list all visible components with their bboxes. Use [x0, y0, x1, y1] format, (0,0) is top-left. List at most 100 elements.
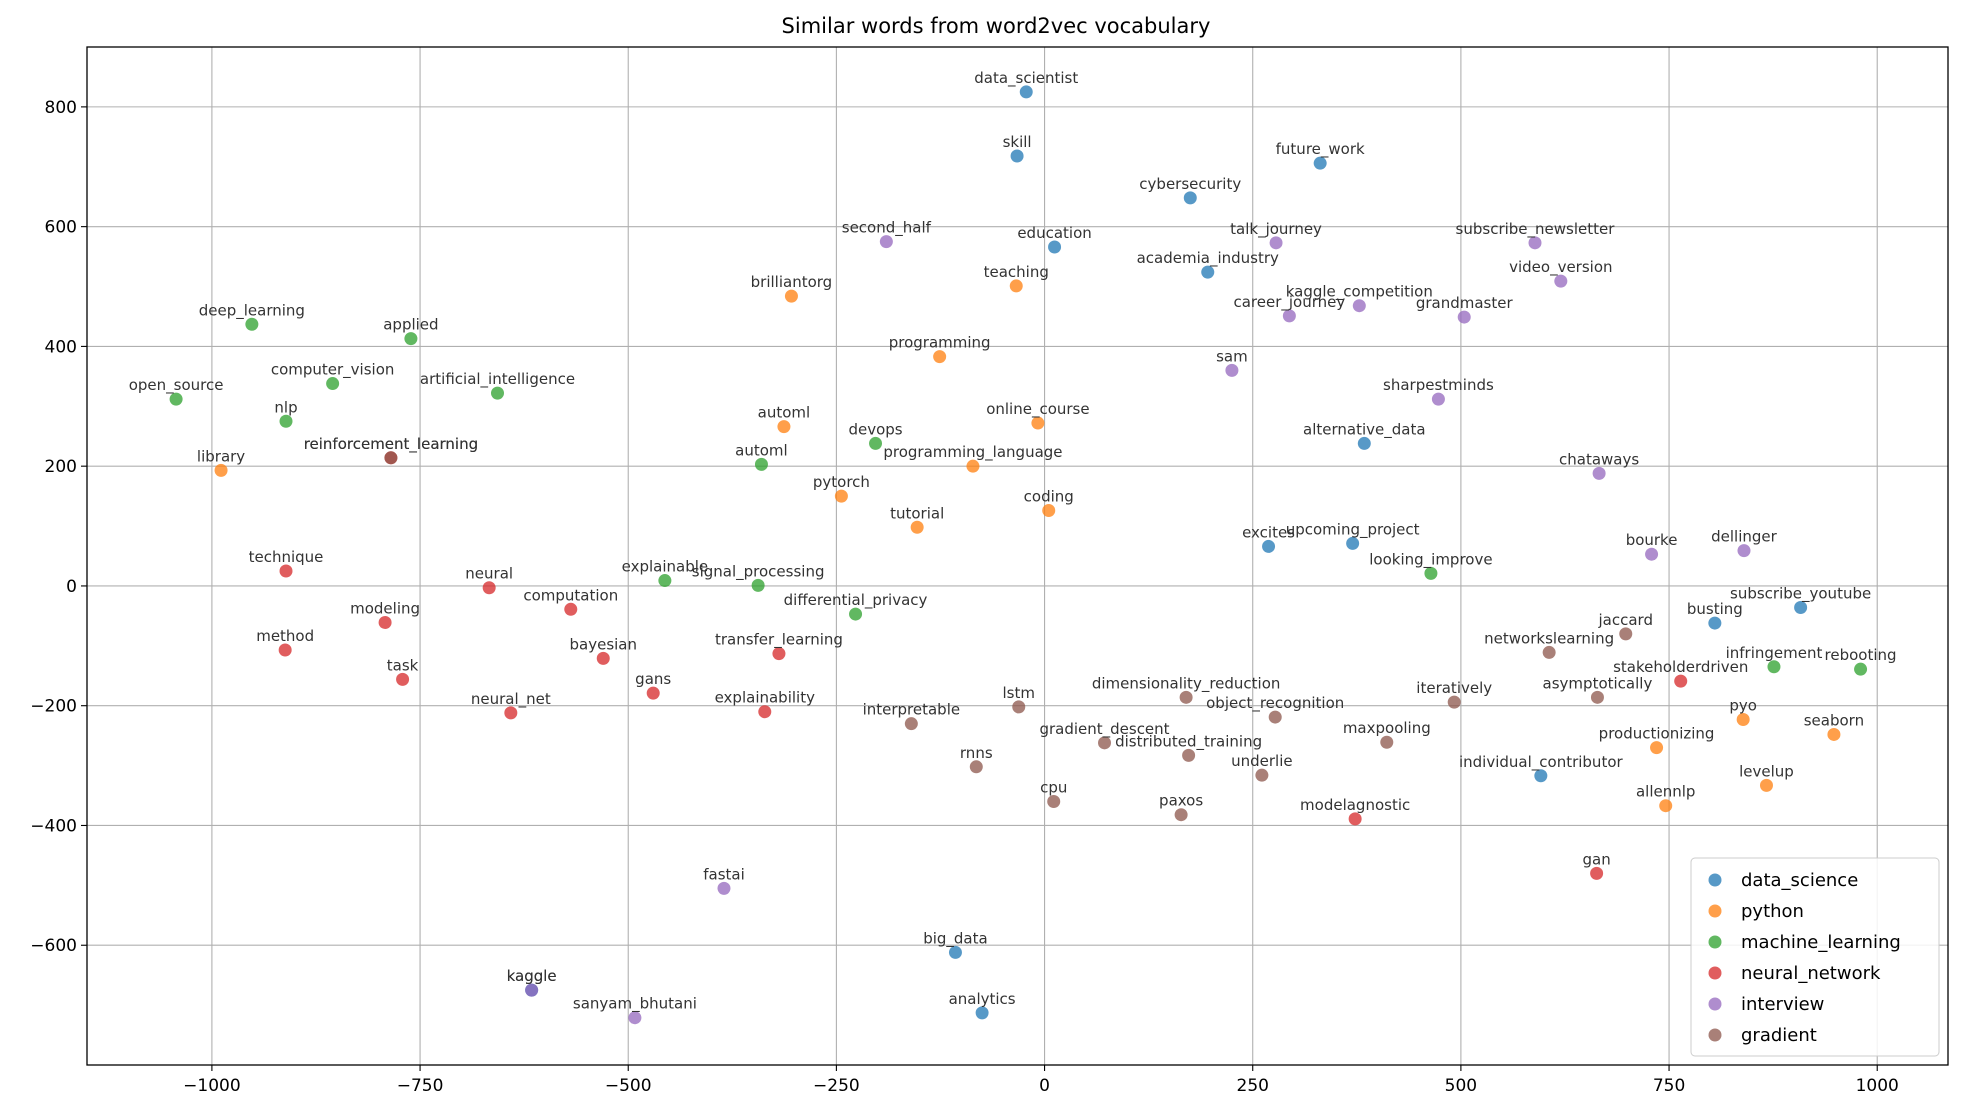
point-label: dellinger	[1711, 528, 1778, 546]
scatter-point-machine_learning	[404, 332, 418, 346]
scatter-point-machine_learning	[1767, 660, 1781, 674]
point-label: sanyam_bhutani	[573, 995, 697, 1014]
point-label: alternative_data	[1303, 420, 1426, 439]
scatter-point-neural_network	[564, 602, 578, 616]
point-label: sharpestminds	[1383, 376, 1494, 394]
scatter-point-python	[933, 350, 947, 364]
point-label: cpu	[1040, 779, 1067, 797]
point-label: technique	[249, 548, 324, 566]
scatter-point-gradient	[1182, 748, 1196, 762]
point-label: talk_journey	[1230, 220, 1322, 239]
point-label: kaggle	[507, 967, 557, 985]
point-label: rnns	[960, 744, 993, 762]
point-label: subscribe_youtube	[1730, 584, 1871, 603]
scatter-point-python	[214, 463, 228, 477]
point-label: interpretable	[863, 701, 961, 719]
point-label: task	[387, 656, 419, 674]
x-tick-label: −500	[605, 1076, 652, 1096]
legend-marker	[1708, 997, 1722, 1011]
point-label: artificial_intelligence	[420, 370, 575, 389]
point-label: brilliantorg	[751, 273, 833, 291]
legend-label: python	[1741, 901, 1804, 922]
point-label: skill	[1003, 133, 1032, 151]
grid	[87, 47, 1948, 1065]
scatter-point-gradient	[1380, 735, 1394, 749]
point-label: paxos	[1159, 792, 1203, 810]
point-label: library	[197, 447, 245, 465]
scatter-point-neural_network	[504, 706, 518, 720]
point-label: big_data	[923, 929, 988, 948]
point-label: lstm	[1003, 684, 1035, 702]
scatter-point-data_science	[948, 945, 962, 959]
scatter-point-interview	[1431, 392, 1445, 406]
point-label: bourke	[1626, 531, 1678, 549]
scatter-point-machine_learning	[754, 457, 768, 471]
scatter-point-neural_network	[482, 581, 496, 595]
x-tick-label: 1000	[1856, 1076, 1899, 1096]
scatter-point-gradient	[1255, 768, 1269, 782]
scatter-point-neural_network	[758, 705, 772, 719]
scatter-point-data_science	[1183, 191, 1197, 205]
scatter-point-interview	[1645, 547, 1659, 561]
point-label: dimensionality_reduction	[1092, 674, 1281, 693]
point-label: subscribe_newsletter	[1456, 220, 1616, 239]
scatter-point-gradient	[1098, 736, 1112, 750]
scatter-point-machine_learning	[869, 436, 883, 450]
y-tick-label: 400	[45, 337, 77, 357]
point-label: kaggle	[507, 967, 557, 985]
scatter-point-interview	[1554, 274, 1568, 288]
x-tick-label: −250	[813, 1076, 860, 1096]
point-label: allennlp	[1636, 783, 1695, 801]
point-label: neural_net	[471, 690, 551, 709]
scatter-point-gradient	[384, 451, 398, 465]
scatter-point-data_science	[1708, 616, 1722, 630]
scatter-point-interview	[717, 881, 731, 895]
scatter-point-machine_learning	[245, 317, 259, 331]
point-label: excites	[1242, 523, 1295, 541]
point-label: upcoming_project	[1286, 520, 1420, 539]
point-label: underlie	[1231, 752, 1293, 770]
point-label: asymptotically	[1543, 674, 1653, 692]
point-label: pyo	[1729, 696, 1757, 714]
scatter-point-interview	[1528, 236, 1542, 250]
scatter-point-interview	[1592, 466, 1606, 480]
scatter-point-machine_learning	[1854, 662, 1868, 676]
x-tick-label: −750	[397, 1076, 444, 1096]
scatter-point-data_science	[1346, 536, 1360, 550]
x-tick-label: −1000	[183, 1076, 241, 1096]
scatter-point-gradient	[1590, 690, 1604, 704]
scatter-point-machine_learning	[169, 392, 183, 406]
legend-label: neural_network	[1741, 963, 1881, 984]
scatter-point-machine_learning	[658, 574, 672, 588]
legend-marker	[1708, 966, 1722, 980]
point-label: coding	[1024, 487, 1074, 505]
point-label: object_recognition	[1206, 694, 1344, 713]
scatter-point-gradient	[1447, 695, 1461, 709]
scatter-point-neural_network	[378, 615, 392, 629]
axis-ticks: −1000 −750 −500 −250 0 250 500 750 1000 −600 −400 −…	[30, 98, 1899, 1096]
scatter-point-machine_learning	[326, 377, 340, 391]
scatter-point-data_science	[975, 1006, 989, 1020]
scatter-point-data_science	[1794, 600, 1808, 614]
scatter-point-neural_network	[278, 643, 292, 657]
point-label: gradient_descent	[1039, 720, 1169, 739]
scatter-point-interview	[1352, 299, 1366, 313]
scatter-point-machine_learning	[279, 414, 293, 428]
point-label: teaching	[984, 263, 1049, 281]
point-label: modeling	[350, 599, 420, 617]
scatter-point-python	[1009, 279, 1023, 293]
scatter-point-gradient	[1268, 710, 1282, 724]
scatter-point-neural_network	[279, 564, 293, 578]
scatter-point-data_science	[1048, 240, 1062, 254]
point-label: automl	[758, 404, 811, 422]
scatter-point-python	[1031, 416, 1045, 430]
scatter-point-neural_network	[646, 686, 660, 700]
legend-label: interview	[1741, 994, 1824, 1015]
point-label: open_source	[129, 376, 224, 395]
x-tick-label: 750	[1653, 1076, 1685, 1096]
scatter-point-neural_network	[772, 647, 786, 661]
point-label: computation	[523, 586, 618, 604]
legend-label: gradient	[1741, 1025, 1817, 1046]
